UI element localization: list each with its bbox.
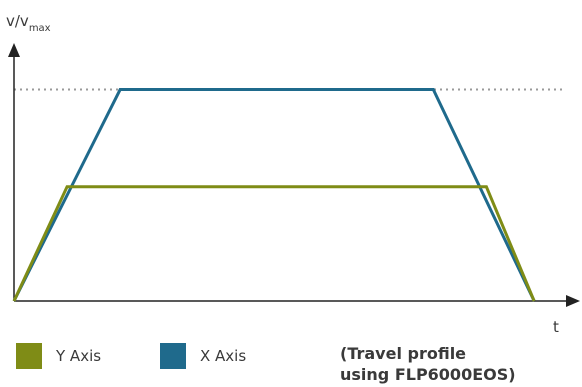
legend-item-x-axis: X Axis xyxy=(160,343,246,369)
note-line-1: (Travel profile xyxy=(340,344,467,363)
legend-label-x-axis: X Axis xyxy=(200,347,247,365)
legend-item-y-axis: Y Axis xyxy=(16,343,101,369)
legend-swatch-x-axis xyxy=(160,343,186,369)
y-axis-label-main: v/v xyxy=(6,12,29,30)
travel-profile-note: (Travel profile using FLP6000EOS) xyxy=(340,343,580,385)
axes xyxy=(8,43,580,307)
y-axis-label: v/vmax xyxy=(6,12,51,34)
legend-swatch-y-axis xyxy=(16,343,42,369)
series-line-y-axis xyxy=(12,185,536,302)
series-line-x-axis xyxy=(12,88,536,302)
note-line-2: using FLP6000EOS) xyxy=(340,365,516,384)
y-axis-label-sub: max xyxy=(29,23,51,34)
x-axis-arrow xyxy=(566,295,580,307)
series-layer xyxy=(12,88,536,302)
x-axis-label: t xyxy=(553,318,559,336)
y-axis-arrow xyxy=(8,43,20,57)
legend-label-y-axis: Y Axis xyxy=(56,347,102,365)
